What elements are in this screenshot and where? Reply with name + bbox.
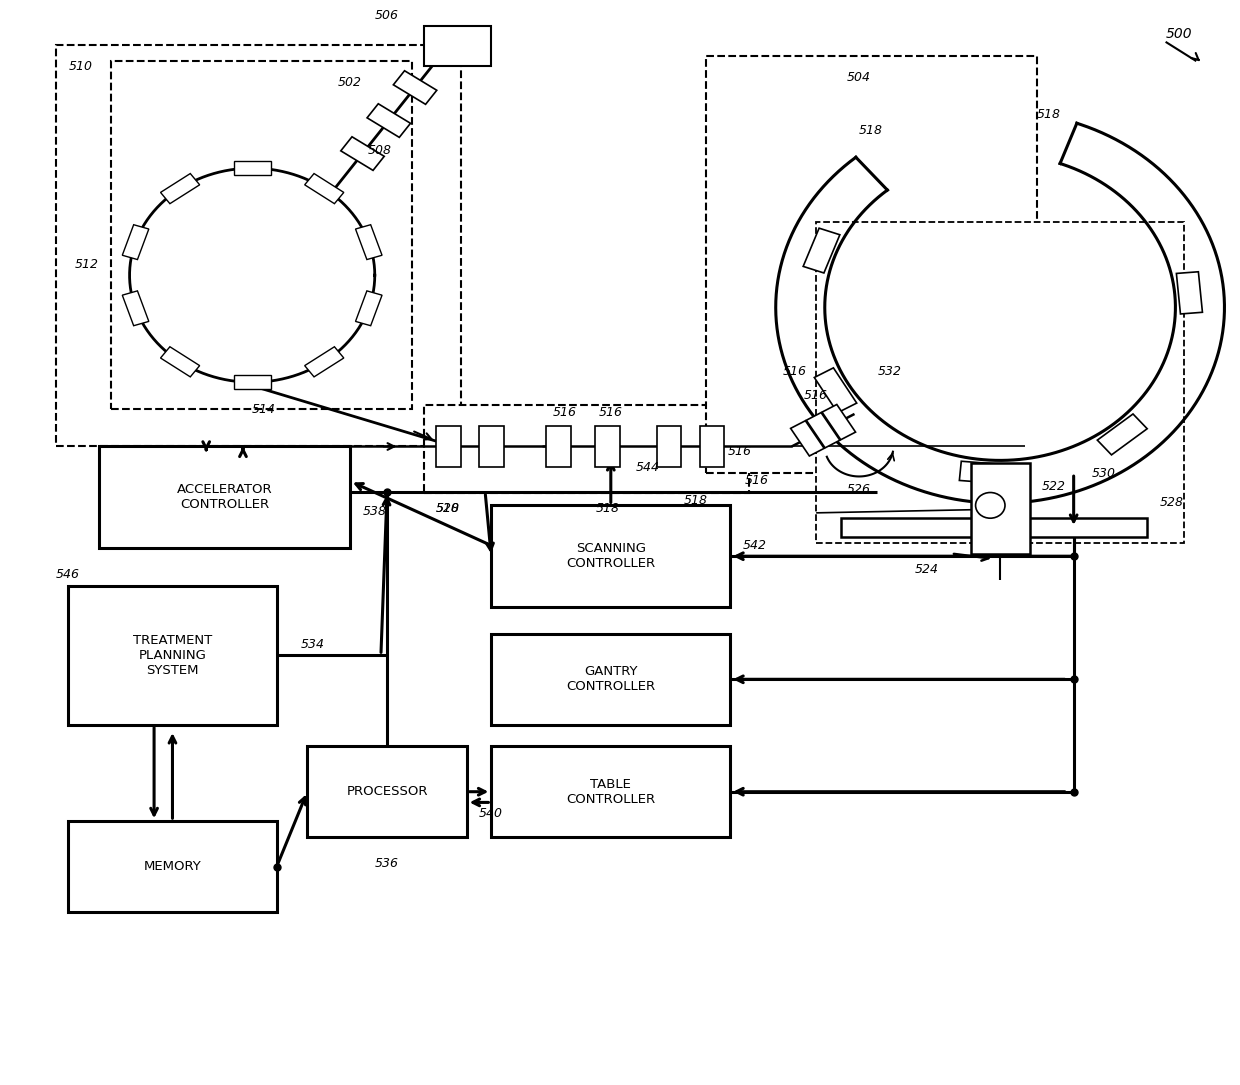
Text: ACCELERATOR
CONTROLLER: ACCELERATOR CONTROLLER [177, 483, 273, 511]
FancyBboxPatch shape [112, 61, 412, 409]
Text: 530: 530 [1092, 467, 1116, 480]
Polygon shape [1097, 414, 1147, 455]
Text: 524: 524 [914, 563, 939, 576]
Text: PROCESSOR: PROCESSOR [346, 786, 428, 799]
Text: 516: 516 [553, 406, 577, 419]
Text: 516: 516 [599, 406, 624, 419]
Polygon shape [160, 347, 200, 376]
Text: 516: 516 [804, 388, 828, 401]
Text: 516: 516 [728, 445, 751, 458]
FancyBboxPatch shape [595, 426, 620, 467]
FancyBboxPatch shape [657, 426, 681, 467]
FancyBboxPatch shape [424, 405, 749, 493]
Polygon shape [367, 104, 410, 138]
Text: 536: 536 [374, 857, 399, 870]
FancyBboxPatch shape [547, 426, 570, 467]
FancyBboxPatch shape [816, 221, 1184, 542]
Text: 528: 528 [1159, 496, 1183, 509]
Text: 516: 516 [745, 474, 769, 487]
Text: 516: 516 [784, 365, 807, 378]
Text: TABLE
CONTROLLER: TABLE CONTROLLER [567, 778, 656, 806]
Polygon shape [1177, 271, 1203, 314]
FancyBboxPatch shape [841, 519, 1147, 537]
FancyBboxPatch shape [491, 506, 730, 607]
Text: 512: 512 [74, 258, 98, 271]
Text: 500: 500 [1166, 27, 1192, 41]
Polygon shape [341, 137, 384, 170]
Polygon shape [234, 375, 270, 390]
Text: GANTRY
CONTROLLER: GANTRY CONTROLLER [567, 665, 656, 693]
FancyBboxPatch shape [99, 447, 350, 548]
Text: 506: 506 [374, 9, 399, 22]
Text: 542: 542 [743, 539, 766, 552]
Text: 510: 510 [68, 60, 92, 73]
Polygon shape [806, 412, 839, 448]
FancyBboxPatch shape [491, 746, 730, 838]
Text: MEMORY: MEMORY [144, 860, 201, 873]
Text: 508: 508 [368, 144, 392, 157]
Polygon shape [815, 368, 857, 412]
Text: SCANNING
CONTROLLER: SCANNING CONTROLLER [567, 542, 656, 571]
FancyBboxPatch shape [68, 586, 277, 725]
Polygon shape [305, 347, 343, 376]
Text: TREATMENT
PLANNING
SYSTEM: TREATMENT PLANNING SYSTEM [133, 634, 212, 677]
FancyBboxPatch shape [699, 426, 724, 467]
FancyBboxPatch shape [56, 46, 460, 447]
Text: 544: 544 [635, 461, 660, 474]
Polygon shape [234, 162, 270, 175]
Text: 534: 534 [301, 638, 325, 651]
FancyBboxPatch shape [436, 426, 460, 467]
FancyBboxPatch shape [491, 634, 730, 725]
FancyBboxPatch shape [971, 462, 1029, 553]
Polygon shape [393, 71, 436, 104]
Text: 532: 532 [878, 365, 901, 378]
Polygon shape [356, 225, 382, 259]
Text: 518: 518 [1037, 108, 1061, 122]
Text: 504: 504 [847, 71, 870, 84]
Text: 518: 518 [859, 124, 883, 137]
FancyBboxPatch shape [68, 821, 277, 912]
Text: 520: 520 [436, 502, 460, 515]
FancyBboxPatch shape [308, 746, 466, 838]
Text: 540: 540 [479, 806, 503, 819]
Text: 518: 518 [436, 502, 460, 515]
Text: 522: 522 [1042, 481, 1066, 493]
Text: 502: 502 [339, 76, 362, 89]
Polygon shape [960, 461, 1008, 484]
Text: 538: 538 [362, 505, 387, 518]
Text: 518: 518 [595, 502, 620, 515]
Text: 546: 546 [56, 569, 81, 582]
Text: 526: 526 [847, 483, 870, 496]
FancyBboxPatch shape [424, 26, 491, 66]
Polygon shape [123, 291, 149, 326]
Text: 514: 514 [252, 403, 277, 416]
Text: 518: 518 [683, 494, 708, 507]
Polygon shape [305, 174, 343, 204]
FancyBboxPatch shape [479, 426, 503, 467]
Polygon shape [356, 291, 382, 326]
FancyBboxPatch shape [706, 55, 1037, 473]
Polygon shape [123, 225, 149, 259]
Polygon shape [791, 421, 825, 456]
Polygon shape [160, 174, 200, 204]
Polygon shape [804, 228, 839, 273]
Polygon shape [822, 405, 856, 439]
